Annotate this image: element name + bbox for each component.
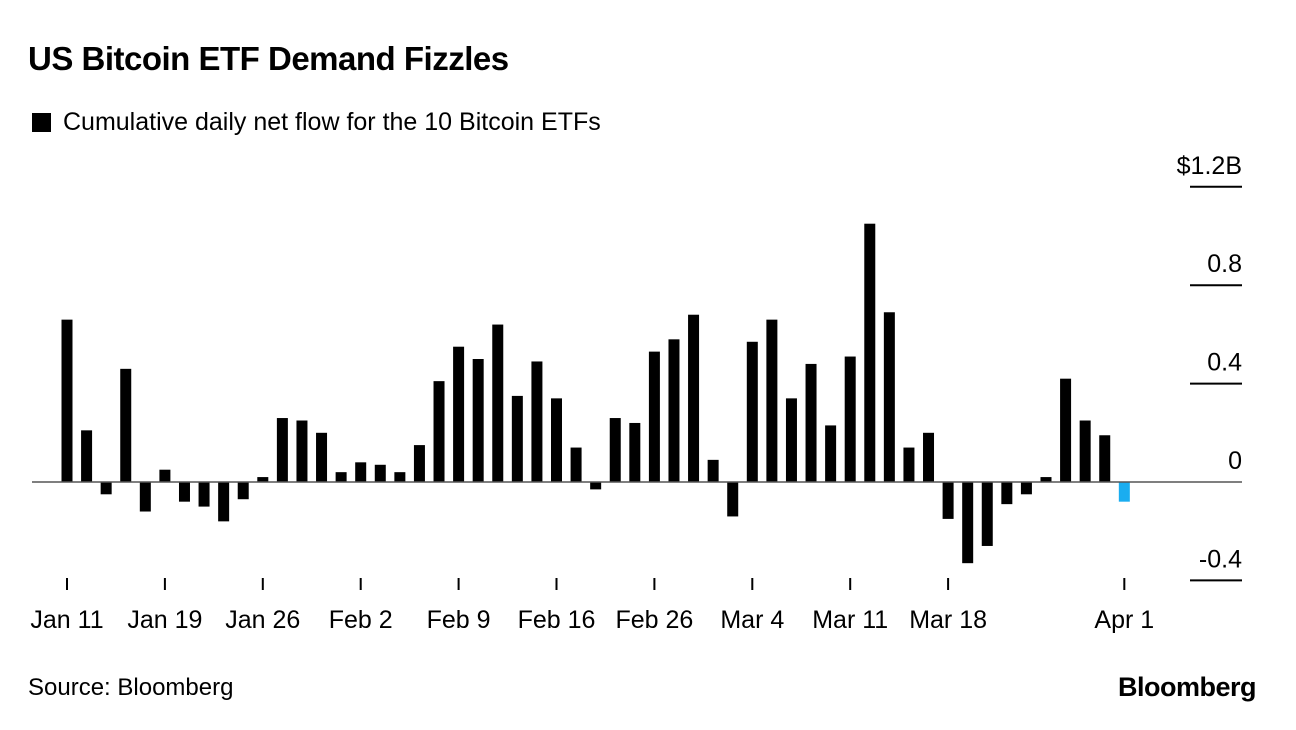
bar — [1099, 435, 1111, 482]
bloomberg-logo: Bloomberg — [1117, 672, 1257, 702]
bar — [511, 395, 523, 482]
bar — [316, 432, 328, 482]
bar — [61, 319, 73, 482]
y-tick-label: 0 — [1228, 447, 1242, 475]
bar — [257, 477, 269, 482]
bar — [531, 361, 543, 482]
bar — [864, 223, 876, 482]
bar — [472, 359, 484, 482]
bar — [413, 445, 425, 482]
bar — [237, 482, 249, 500]
legend: Cumulative daily net flow for the 10 Bit… — [32, 108, 601, 137]
legend-swatch — [32, 113, 51, 132]
bar — [942, 482, 954, 519]
bar — [492, 324, 504, 482]
source-note: Source: Bloomberg — [28, 674, 234, 701]
y-tick-label: $1.2B — [1177, 152, 1242, 180]
bar — [178, 482, 190, 502]
bar — [923, 432, 935, 482]
x-tick-label: Feb 16 — [518, 606, 596, 634]
bar — [394, 472, 406, 482]
x-tick-label: Jan 26 — [225, 606, 300, 634]
bar — [648, 351, 660, 482]
bar — [1020, 482, 1032, 495]
bar — [120, 368, 132, 482]
bar — [668, 339, 680, 482]
x-tick-label: Jan 19 — [127, 606, 202, 634]
bar — [629, 422, 641, 482]
x-tick-label: Feb 9 — [427, 606, 491, 634]
x-tick-label: Feb 26 — [615, 606, 693, 634]
bar — [785, 398, 797, 482]
bar — [1060, 378, 1072, 482]
bar — [727, 482, 739, 517]
legend-label: Cumulative daily net flow for the 10 Bit… — [63, 108, 601, 136]
bar — [1040, 477, 1052, 482]
bar — [335, 472, 347, 482]
bar — [296, 420, 308, 482]
bar — [962, 482, 974, 564]
bar — [374, 464, 386, 482]
bar — [883, 312, 895, 482]
bar — [844, 356, 856, 482]
bar — [1118, 482, 1130, 502]
bar — [981, 482, 993, 546]
bar — [1079, 420, 1091, 482]
x-tick-label: Feb 2 — [329, 606, 393, 634]
x-tick-label: Mar 11 — [812, 606, 888, 634]
y-tick-label: 0.4 — [1207, 349, 1242, 377]
bar — [707, 459, 719, 482]
x-tick-label: Mar 4 — [720, 606, 784, 634]
y-tick-label: -0.4 — [1199, 545, 1242, 573]
bar — [609, 418, 621, 482]
bar — [903, 447, 915, 482]
bar — [1001, 482, 1013, 505]
bar — [100, 482, 112, 495]
x-tick-label: Jan 11 — [30, 606, 103, 634]
bar — [139, 482, 151, 512]
bar — [81, 430, 93, 482]
bar — [825, 425, 837, 482]
bar — [218, 482, 230, 522]
bar — [159, 469, 171, 482]
bar — [746, 341, 758, 482]
y-tick-label: 0.8 — [1207, 250, 1242, 278]
bar — [276, 418, 288, 482]
bar — [453, 346, 465, 482]
chart-title: US Bitcoin ETF Demand Fizzles — [28, 40, 509, 77]
bar — [198, 482, 210, 507]
bar — [766, 319, 778, 482]
bar — [590, 482, 602, 490]
x-tick-label: Mar 18 — [909, 606, 987, 634]
x-tick-label: Apr 1 — [1094, 606, 1154, 634]
bar — [551, 398, 562, 482]
bar — [433, 381, 445, 482]
bar — [688, 314, 700, 482]
bar — [570, 447, 582, 482]
bar — [355, 462, 367, 482]
bar — [805, 363, 817, 482]
